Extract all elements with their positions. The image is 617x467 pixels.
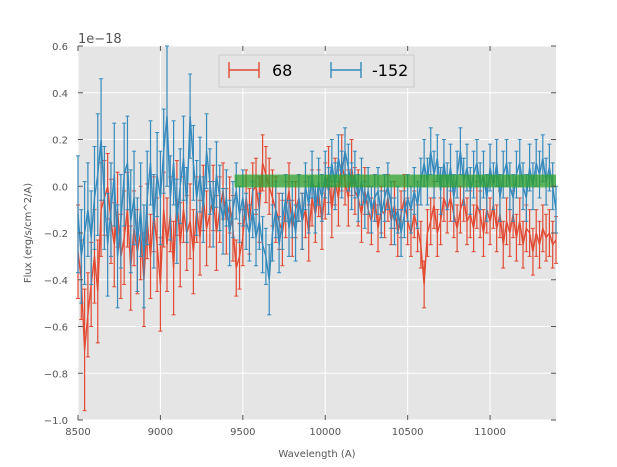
legend-box [218,54,415,88]
legend: 68 -152 [218,54,415,88]
tick-labels: 8500 9000 9500 10000 10500 11000 −1.0 −0.8 −0.6 −… [44,42,506,438]
y-tick-label: −0.6 [44,323,68,334]
x-tick-label: 11000 [474,427,506,438]
green-highlight-band [234,174,556,188]
y-tick-label: 0.6 [52,42,68,53]
legend-label: 68 [272,61,292,80]
x-axis-label: Wavelength (A) [278,449,355,460]
legend-entry-68: 68 [228,61,292,80]
y-offset-label: 1e−18 [78,32,122,47]
y-tick-label: −0.2 [44,229,68,240]
series-layer [76,45,558,412]
x-tick-label: 10500 [392,427,424,438]
x-tick-label: 8500 [65,427,90,438]
axis-ticks [77,45,556,421]
legend-label: -152 [372,61,408,80]
y-tick-label: −0.4 [44,276,68,287]
series-minus-152 [76,45,558,316]
x-tick-label: 9500 [230,427,255,438]
y-tick-label: −0.8 [44,369,68,380]
legend-entry-minus-152: -152 [330,61,408,80]
y-tick-label: 0.4 [52,89,68,100]
series-line [77,116,557,280]
y-tick-label: 0.2 [52,136,68,147]
y-tick-label: −1.0 [44,416,68,427]
x-tick-label: 10000 [309,427,341,438]
y-tick-label: 0.0 [52,182,68,193]
y-axis-label: Flux (erg/s/cm^2/A) [23,183,34,283]
series-line [77,162,557,350]
x-tick-label: 9000 [148,427,173,438]
